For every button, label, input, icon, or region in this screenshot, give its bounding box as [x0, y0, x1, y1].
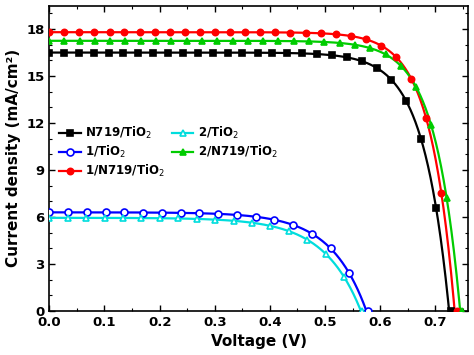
X-axis label: Voltage (V): Voltage (V) — [211, 334, 307, 349]
Legend: N719/TiO$_2$, 1/TiO$_2$, 1/N719/TiO$_2$, 2/TiO$_2$, 2/N719/TiO$_2$, : N719/TiO$_2$, 1/TiO$_2$, 1/N719/TiO$_2$,… — [59, 125, 278, 179]
Y-axis label: Current density (mA/cm²): Current density (mA/cm²) — [6, 49, 20, 267]
